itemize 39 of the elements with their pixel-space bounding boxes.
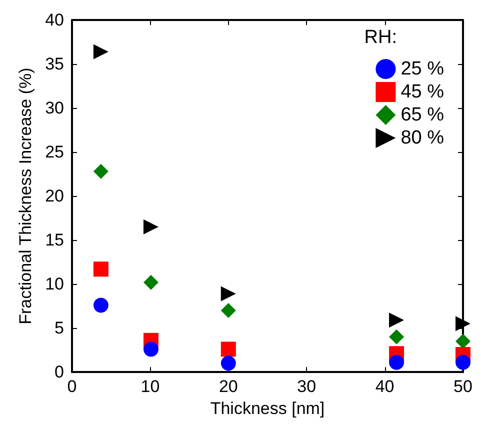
y-axis-title: Fractional Thickness Increase (%) (16, 68, 36, 324)
point (143, 219, 158, 234)
point (93, 262, 108, 277)
x-tick-label: 30 (297, 377, 316, 396)
x-axis-title: Thickness [nm] (210, 399, 325, 418)
point (389, 329, 404, 344)
legend-label: 45 % (400, 82, 444, 102)
x-tick-label: 20 (218, 377, 238, 396)
y-tick-label: 35 (45, 54, 64, 74)
point (143, 342, 158, 357)
legend-label: 65 % (400, 104, 444, 126)
point (456, 334, 470, 349)
point (220, 356, 236, 371)
x-tick-label: 50 (454, 377, 472, 396)
x-tick-label: 40 (375, 377, 394, 396)
point (220, 302, 236, 318)
point (456, 354, 470, 370)
point (143, 274, 158, 290)
point (220, 286, 236, 302)
legend-label: 80 % (400, 128, 444, 148)
y-tick-label: 25 (45, 142, 64, 162)
y-tick-label: 5 (54, 318, 64, 338)
point (389, 312, 404, 328)
x-tick-label: 0 (67, 377, 77, 396)
y-tick-label: 20 (45, 186, 64, 206)
point (93, 164, 108, 179)
y-tick-label: 15 (45, 230, 64, 250)
y-tick-label: 40 (45, 10, 64, 30)
point (93, 298, 108, 313)
point (389, 354, 404, 370)
point (220, 342, 236, 357)
y-tick-label: 30 (45, 98, 64, 118)
legend-title: RH: (364, 27, 398, 48)
y-tick-label: 10 (45, 274, 64, 294)
x-tick-label: 10 (140, 377, 160, 396)
point (93, 44, 108, 60)
legend-label: 25 % (400, 58, 444, 80)
point (456, 316, 470, 332)
y-tick-label: 0 (54, 362, 64, 382)
